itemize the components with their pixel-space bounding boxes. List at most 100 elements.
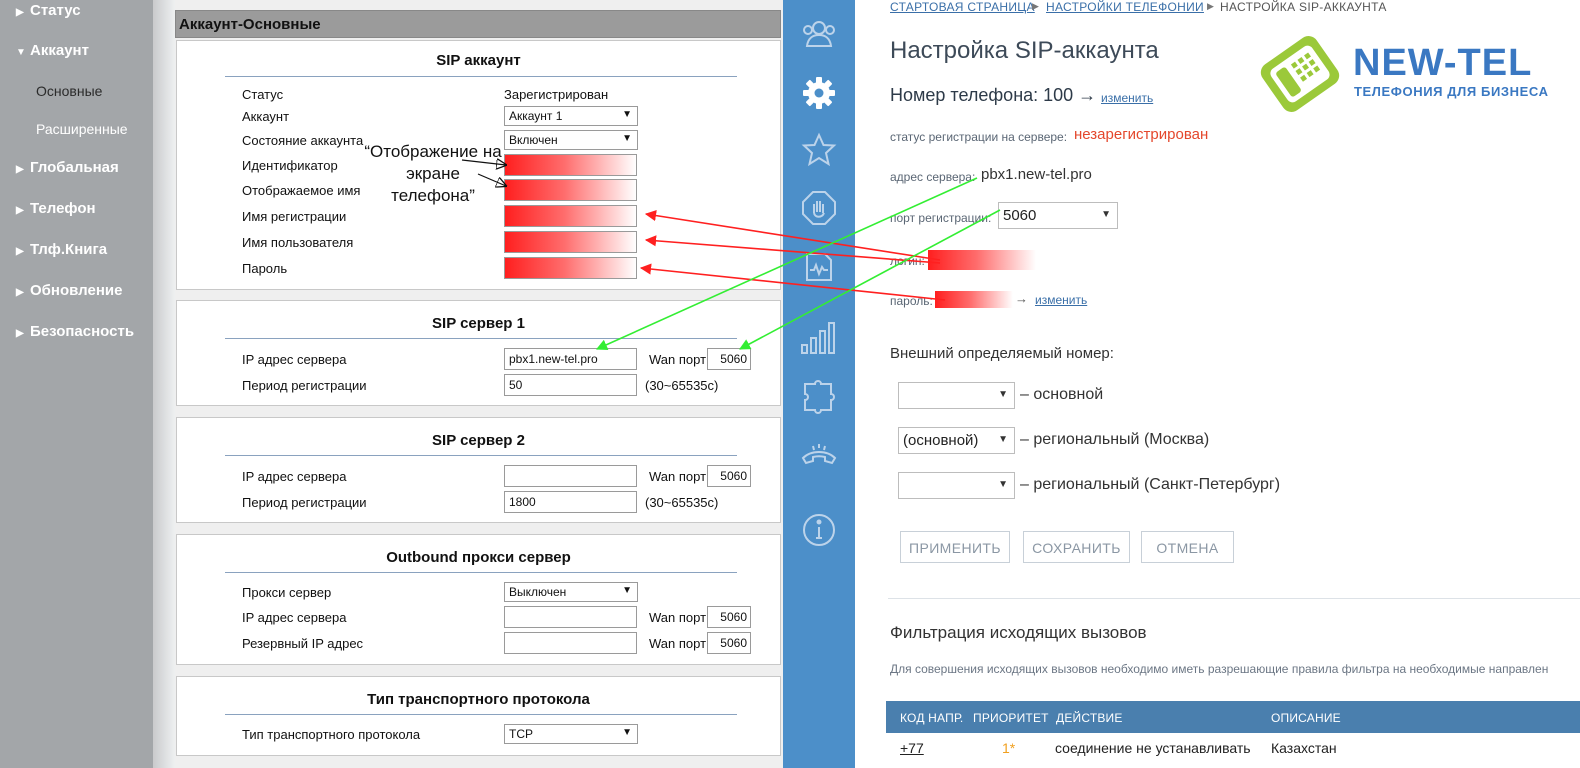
wan-port-label: Wan порт: [649, 469, 707, 484]
server-address-value: pbx1.new-tel.pro: [981, 166, 1092, 183]
username-input[interactable]: [504, 231, 637, 253]
gear-icon[interactable]: [799, 73, 839, 113]
sip-account-section: SIP аккаунт Статус Зарегистрирован Аккау…: [176, 40, 781, 290]
reg-period-label: Период регистрации: [242, 378, 367, 393]
filter-title: Фильтрация исходящих вызовов: [890, 623, 1147, 642]
menu-item-security[interactable]: ▶ Безопасность: [16, 323, 134, 340]
change-number-link[interactable]: изменить: [1101, 91, 1154, 105]
reg-period-input[interactable]: 1800: [504, 491, 637, 513]
menu-item-label: Безопасность: [30, 323, 135, 340]
menu-item-label: Статус: [30, 2, 81, 19]
password-label: пароль:: [890, 294, 933, 308]
breadcrumb-current: НАСТРОЙКА SIP-АККАУНТА: [1220, 0, 1387, 14]
wan-port-input[interactable]: 5060: [707, 606, 751, 628]
bar-chart-icon[interactable]: [799, 318, 839, 358]
menu-item-account[interactable]: ▼ Аккаунт: [16, 42, 89, 59]
login-value-redacted: [928, 250, 1036, 270]
info-icon[interactable]: [799, 510, 839, 550]
ext-number-moscow-select[interactable]: (основной) ▼: [898, 427, 1015, 454]
backup-ip-input[interactable]: [504, 632, 637, 654]
table-cell-code[interactable]: +77: [900, 740, 924, 756]
table-cell-priority: 1*: [1002, 740, 1016, 756]
section-title: SIP сервер 2: [432, 432, 525, 449]
display-name-label: Отображаемое имя: [242, 183, 361, 198]
change-password-link[interactable]: изменить: [1035, 293, 1088, 307]
menu-item-update[interactable]: ▶ Обновление: [16, 282, 122, 299]
ext-number-moscow-caption: – региональный (Москва): [1020, 431, 1210, 448]
table-cell-action: соединение не устанавливать: [1055, 740, 1251, 756]
status-label: Статус: [242, 87, 284, 102]
identifier-input[interactable]: [504, 154, 637, 176]
wan-port-input[interactable]: 5060: [707, 348, 751, 370]
wan-port-label: Wan порт: [649, 352, 707, 367]
star-icon[interactable]: [799, 130, 839, 170]
logo-tagline: ТЕЛЕФОНИЯ ДЛЯ БИЗНЕСА: [1354, 84, 1549, 99]
ext-number-spb-select[interactable]: ▼: [898, 472, 1015, 499]
menu-item-global[interactable]: ▶ Глобальная: [16, 159, 119, 176]
divider: [225, 572, 737, 573]
breadcrumb-telephony[interactable]: НАСТРОЙКИ ТЕЛЕФОНИИ: [1046, 0, 1204, 14]
reg-port-value: 5060: [1003, 207, 1037, 224]
triangle-down-icon: ▼: [16, 47, 26, 58]
proxy-ip-input[interactable]: [504, 606, 637, 628]
account-state-select[interactable]: Включен ▼: [504, 130, 638, 150]
reg-period-input[interactable]: 50: [504, 374, 637, 396]
phone-settings-panel: Аккаунт-Основные SIP аккаунт Статус Заре…: [175, 0, 783, 768]
column-header-priority: ПРИОРИТЕТ: [973, 711, 1049, 725]
password-label: Пароль: [242, 261, 288, 276]
select-value: (основной): [903, 432, 979, 449]
menu-shadow: [153, 0, 175, 768]
account-state-value: Включен: [509, 133, 558, 147]
triangle-right-icon: ▶: [16, 246, 24, 257]
phone-icon[interactable]: [799, 434, 839, 474]
reg-port-label: порт регистрации:: [890, 211, 992, 225]
triangle-right-icon: ▶: [16, 287, 24, 298]
menu-item-phone[interactable]: ▶ Телефон: [16, 200, 96, 217]
wan-port-input[interactable]: 5060: [707, 465, 751, 487]
server-ip-input[interactable]: [504, 465, 637, 487]
cancel-button[interactable]: ОТМЕНА: [1141, 531, 1234, 563]
password-value-redacted: [935, 291, 1013, 308]
server-ip-input[interactable]: pbx1.new-tel.pro: [504, 348, 637, 370]
submenu-item-advanced[interactable]: Расширенные: [36, 121, 128, 137]
section-title: Тип транспортного протокола: [367, 691, 590, 708]
voicemail-icon[interactable]: [799, 246, 839, 286]
ext-number-spb-caption: – региональный (Санкт-Петербург): [1020, 476, 1281, 493]
breadcrumb-home[interactable]: СТАРТОВАЯ СТРАНИЦА: [890, 0, 1035, 14]
chevron-down-icon: ▼: [998, 389, 1008, 400]
status-value: Зарегистрирован: [504, 87, 609, 102]
wan-port-label: Wan порт: [649, 610, 707, 625]
registration-name-input[interactable]: [504, 205, 637, 227]
new-tel-logo: NEW-TEL ТЕЛЕФОНИЯ ДЛЯ БИЗНЕСА: [1253, 28, 1573, 120]
account-select[interactable]: Аккаунт 1 ▼: [504, 106, 638, 126]
users-icon[interactable]: [799, 14, 839, 54]
triangle-right-icon: ▶: [16, 7, 24, 18]
backup-wan-port-input[interactable]: 5060: [707, 632, 751, 654]
triangle-right-icon: ▶: [16, 205, 24, 216]
ext-number-main-select[interactable]: ▼: [898, 382, 1015, 409]
proxy-label: Прокси сервер: [242, 585, 332, 600]
puzzle-icon[interactable]: [799, 378, 839, 418]
save-button[interactable]: СОХРАНИТЬ: [1023, 531, 1130, 563]
display-name-input[interactable]: [504, 179, 637, 201]
ext-number-main-caption: – основной: [1020, 386, 1104, 403]
password-input[interactable]: [504, 257, 637, 279]
hand-stop-icon[interactable]: [799, 188, 839, 228]
reg-period-hint: (30~65535c): [645, 378, 719, 393]
transport-type-label: Тип транспортного протокола: [242, 727, 421, 742]
server-address-label: адрес сервера:: [890, 170, 976, 184]
menu-item-phonebook[interactable]: ▶ Тлф.Книга: [16, 241, 107, 258]
identifier-label: Идентификатор: [242, 158, 338, 173]
transport-type-select[interactable]: TCP ▼: [504, 724, 638, 744]
reg-port-select[interactable]: 5060 ▼: [998, 202, 1118, 229]
logo-brand: NEW-TEL: [1353, 42, 1533, 84]
phone-logo-icon: [1260, 36, 1340, 112]
menu-item-status[interactable]: ▶ Статус: [16, 2, 81, 19]
proxy-select[interactable]: Выключен ▼: [504, 582, 638, 602]
account-label: Аккаунт: [242, 109, 290, 124]
menu-item-label: Обновление: [30, 282, 123, 299]
chevron-down-icon: ▼: [622, 109, 632, 120]
apply-button[interactable]: ПРИМЕНИТЬ: [900, 531, 1010, 563]
proxy-select-value: Выключен: [509, 585, 567, 599]
submenu-item-basic[interactable]: Основные: [36, 83, 103, 99]
